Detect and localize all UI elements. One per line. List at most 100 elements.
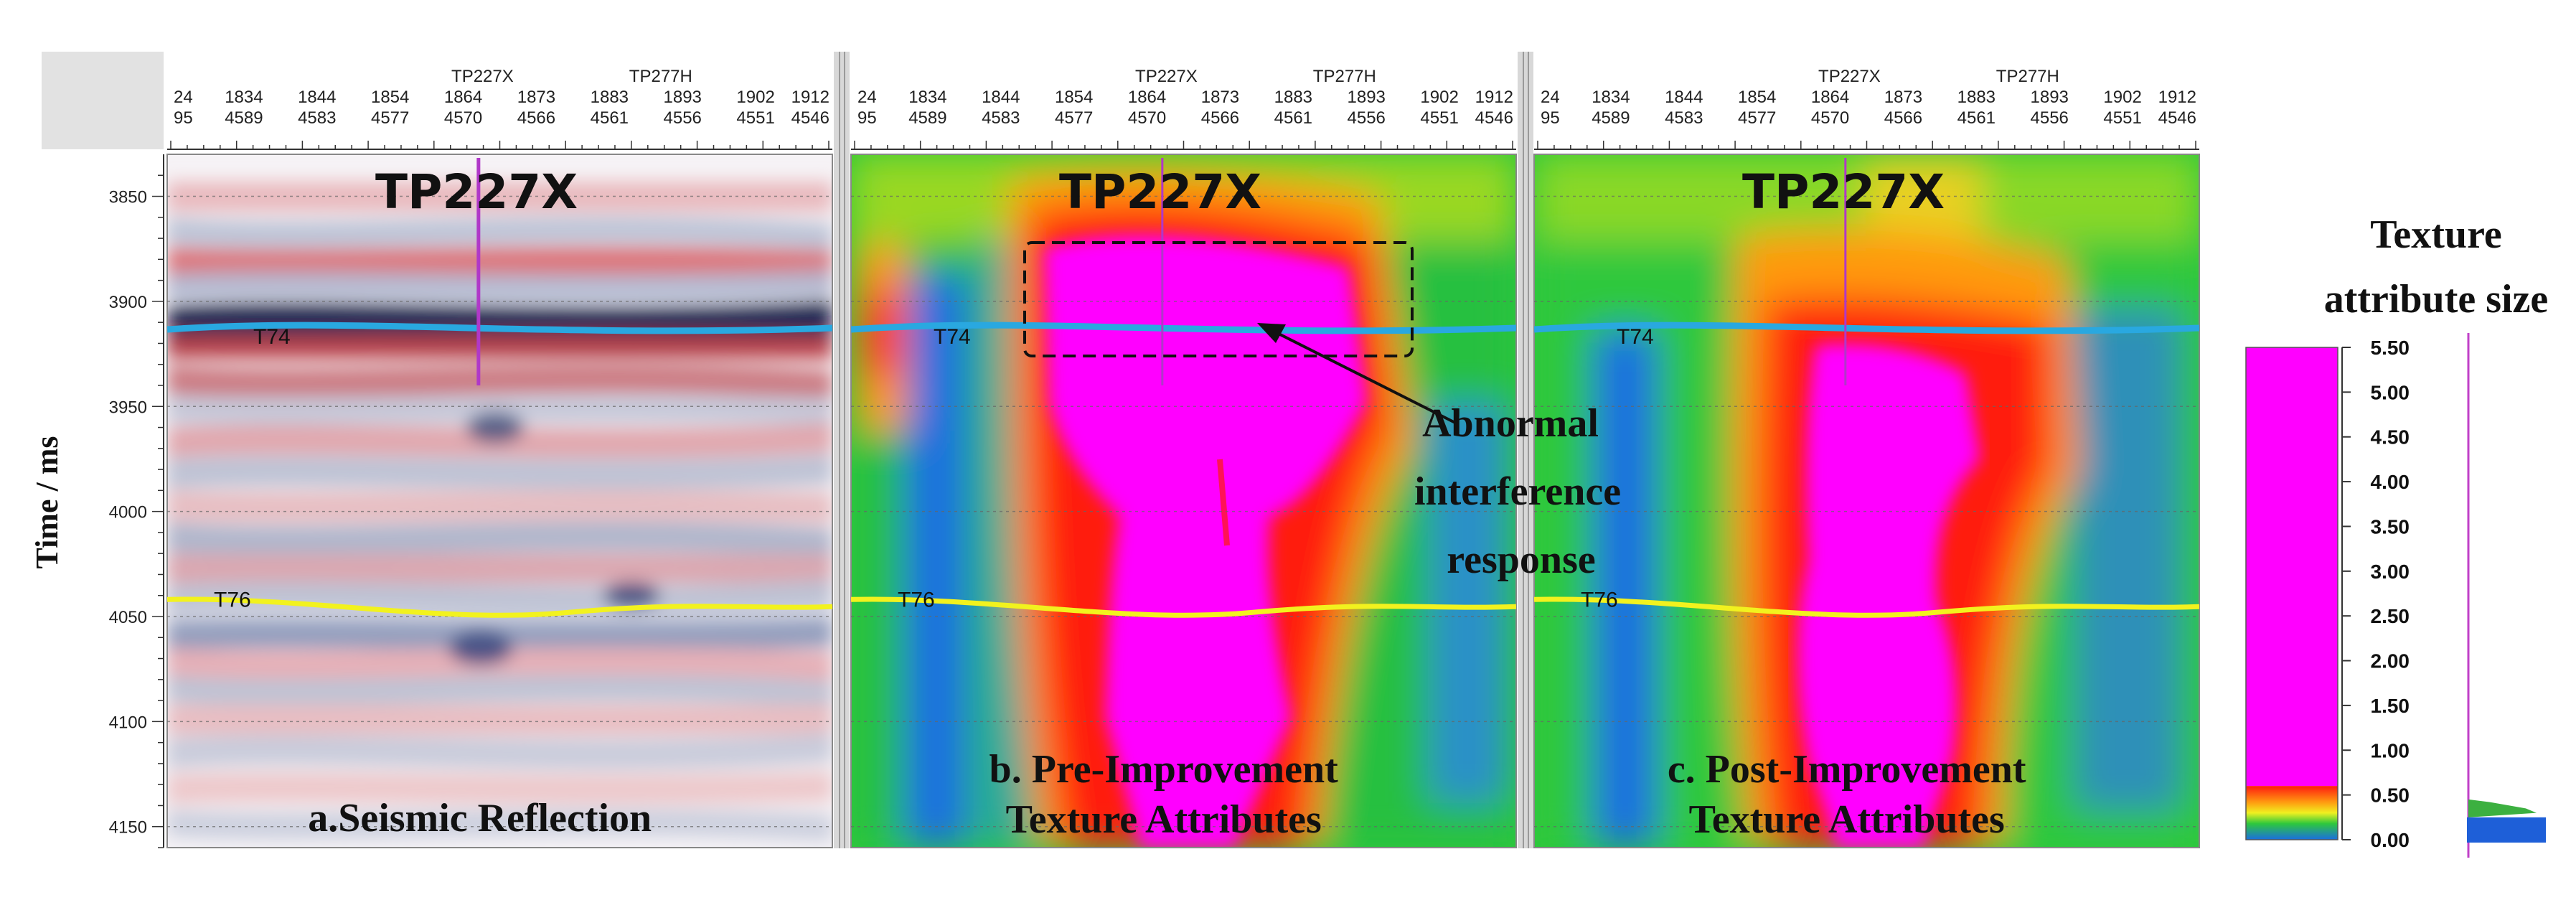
colorbar-tick-label: 4.00 [2371, 471, 2410, 493]
x-tick-label: 1873 [1884, 88, 1922, 107]
seismic-band [167, 334, 832, 360]
overlay-layer: T74 T76 TP227X a.Seismic Reflection T74 T76 TP… [167, 158, 2199, 842]
texture-pre-core [1044, 235, 1367, 848]
horizon-t76 [1534, 596, 2199, 618]
x-tick-label: 95 [174, 108, 193, 128]
x-tick-label: 1893 [1348, 88, 1386, 107]
colorbar-tick-label: 3.00 [2371, 561, 2410, 583]
well-tick-label: TP227X [1818, 67, 1881, 86]
x-tick-label: 4570 [444, 108, 482, 128]
seismic-band [167, 771, 832, 805]
x-tick-label: 4566 [1201, 108, 1239, 128]
x-tick-label: 4577 [1738, 108, 1776, 128]
x-tick-label: 4566 [1884, 108, 1922, 128]
x-tick-label: 95 [1541, 108, 1560, 128]
x-tick-label: 1844 [298, 88, 336, 107]
colorbar-scale: 5.50 5.00 4.50 4.00 3.50 3.00 2.50 2.00 1.50 1.00… [2245, 337, 2410, 851]
y-tick-label: 3900 [109, 293, 147, 312]
panel-caption: c. Post-Improvement [1668, 747, 2026, 792]
x-tick-label: 24 [857, 88, 877, 107]
x-tick-label: 1893 [2031, 88, 2069, 107]
x-tick-label: 1912 [1475, 88, 1513, 107]
seismic-dark-spot [448, 630, 513, 665]
x-tick-label: 95 [857, 108, 877, 128]
x-tick-label: 4561 [1957, 108, 1996, 128]
x-tick-label: 1854 [1055, 88, 1093, 107]
seismic-dark-spot [603, 582, 660, 609]
panel-b-frame [850, 154, 1517, 848]
y-axis-label: Time / ms [29, 436, 65, 569]
seismic-band [167, 674, 832, 708]
x-tick-label: 4577 [371, 108, 409, 128]
seismic-band [167, 809, 832, 842]
annotation-line: interference [1414, 469, 1621, 514]
x-tick-label: 4546 [1475, 108, 1513, 128]
seismic-band [167, 363, 832, 401]
colorbar-title: attribute size [2324, 277, 2549, 322]
x-tick-label: 4561 [1274, 108, 1312, 128]
x-tick-label: 4570 [1811, 108, 1849, 128]
horizon-label: T76 [1581, 588, 1618, 611]
x-tick-label: 1834 [908, 88, 946, 107]
x-tick-label: 4551 [2103, 108, 2141, 128]
panel-separator [1518, 52, 1533, 848]
seismic-band [167, 454, 832, 490]
colorbar-tick-label: 3.50 [2371, 515, 2410, 538]
well-name-label: TP227X [375, 164, 578, 220]
x-tick-label: 4577 [1055, 108, 1093, 128]
axes-layer: 2495183445891844458318544577186445701873… [109, 67, 2199, 848]
y-tick-label: 4100 [109, 713, 147, 732]
seismic-band [167, 269, 832, 302]
horizon-label: T76 [214, 588, 251, 611]
colorbar-tick-label: 1.00 [2371, 739, 2410, 761]
seismic-band [167, 216, 832, 250]
x-tick-label: 4556 [1348, 108, 1386, 128]
colorbar-tick-label: 0.00 [2371, 829, 2410, 851]
colorbar-segment-low [2246, 786, 2338, 840]
seismic-band [167, 704, 832, 736]
panel-overlay: T74 T76 TP227X c. Post-Improvement Texture A… [1534, 158, 2199, 842]
panel-caption: a.Seismic Reflection [308, 796, 652, 840]
panel-overlay: T74 T76 TP227X a.Seismic Reflection [167, 158, 832, 840]
x-tick-label: 1864 [1811, 88, 1849, 107]
x-tick-label: 4570 [1128, 108, 1166, 128]
well-name-label: TP227X [1742, 164, 1945, 220]
colorbar-segment-high [2246, 347, 2338, 787]
panel-caption: Texture Attributes [1689, 797, 2005, 842]
horizon-t74 [1534, 322, 2199, 334]
x-tick-label: 1864 [444, 88, 482, 107]
seismic-reflection-bands [167, 182, 832, 842]
anomaly-box [1023, 241, 1414, 357]
x-tick-label: 1834 [1592, 88, 1630, 107]
x-tick-label: 4566 [517, 108, 555, 128]
x-tick-label: 4583 [298, 108, 336, 128]
y-tick-label: 4000 [109, 503, 147, 522]
colorbar-tick-label: 2.00 [2371, 650, 2410, 672]
colorbar-tick-label: 0.50 [2371, 784, 2410, 807]
panel-a-frame [166, 154, 833, 848]
panel-c [1533, 154, 2200, 848]
horizon-t74 [851, 322, 1516, 334]
y-tick-label: 4050 [109, 608, 147, 627]
well-tick-label: TP227X [451, 67, 514, 86]
header-blank [42, 52, 164, 149]
x-tick-label: 1873 [517, 88, 555, 107]
seismic-dark-spot [466, 411, 524, 444]
colorbar-frame [2245, 347, 2338, 840]
panel-overlay: T74 T76 TP227X b. Pre-Improvement Texture At… [851, 158, 1516, 842]
annotation-line: Abnormal [1422, 401, 1599, 446]
panel-b [850, 154, 1517, 848]
annotation-line: response [1447, 538, 1595, 582]
colorbar-tick-label: 5.50 [2371, 337, 2410, 359]
colorbar-tick-label: 4.50 [2371, 426, 2410, 449]
x-tick-label: 1883 [1274, 88, 1312, 107]
seismic-band [167, 520, 832, 559]
panel-caption: Texture Attributes [1006, 797, 1322, 842]
well-tick-label: TP227X [1135, 67, 1198, 86]
colorbar-tick-label: 2.50 [2371, 605, 2410, 627]
colorbar-title: Texture [2370, 212, 2502, 257]
x-tick-label: 4583 [982, 108, 1020, 128]
horizon-label: T74 [934, 325, 971, 349]
horizon-t74 [167, 322, 832, 334]
